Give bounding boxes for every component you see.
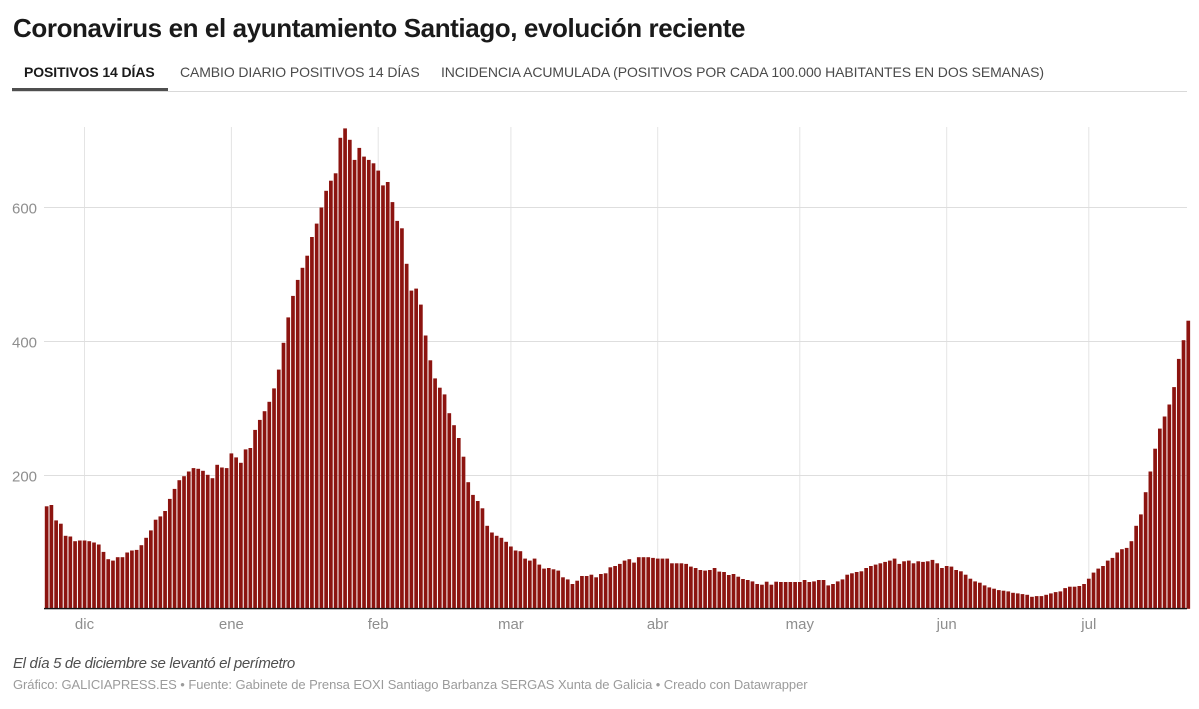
svg-text:ene: ene [219,616,244,633]
svg-text:feb: feb [368,616,389,633]
svg-text:dic: dic [75,616,95,633]
svg-text:mar: mar [498,616,524,633]
svg-text:200: 200 [12,469,37,486]
svg-text:jul: jul [1080,616,1096,633]
svg-text:jun: jun [936,616,957,633]
svg-text:may: may [786,616,815,633]
svg-text:abr: abr [647,616,669,633]
svg-text:600: 600 [12,201,37,218]
svg-text:400: 400 [12,335,37,352]
